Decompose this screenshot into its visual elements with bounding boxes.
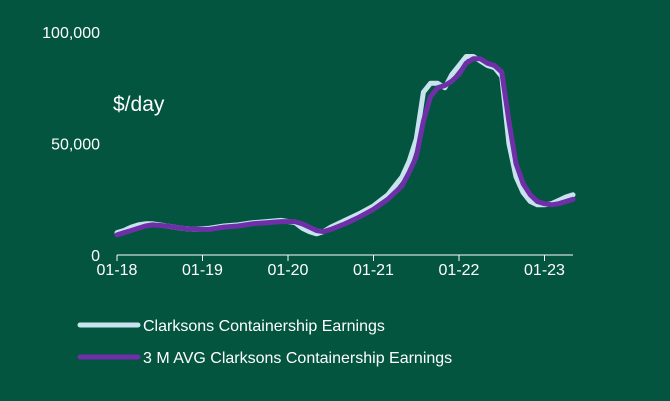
y-axis-ticks: 0 50,000 100,000 <box>42 25 100 265</box>
y-axis-label: $/day <box>113 93 165 116</box>
legend: Clarksons Containership Earnings 3 M AVG … <box>77 318 452 367</box>
legend-label: 3 M AVG Clarksons Containership Earnings <box>143 350 452 367</box>
y-tick-label: 0 <box>91 248 100 265</box>
x-tick-label: 01-18 <box>97 262 138 279</box>
x-tick-label: 01-20 <box>268 262 309 279</box>
x-axis-ticks: 01-18 01-19 01-20 01-21 01-22 01-23 <box>97 255 565 279</box>
x-tick-label: 01-19 <box>182 262 223 279</box>
series-line-3m-avg <box>114 56 576 238</box>
x-tick-label: 01-23 <box>524 262 565 279</box>
y-tick-label: 50,000 <box>51 137 100 154</box>
x-tick-label: 01-21 <box>353 262 394 279</box>
legend-label: Clarksons Containership Earnings <box>143 318 385 335</box>
series-lines <box>114 54 576 238</box>
x-tick-label: 01-22 <box>439 262 480 279</box>
y-tick-label: 100,000 <box>42 25 100 42</box>
